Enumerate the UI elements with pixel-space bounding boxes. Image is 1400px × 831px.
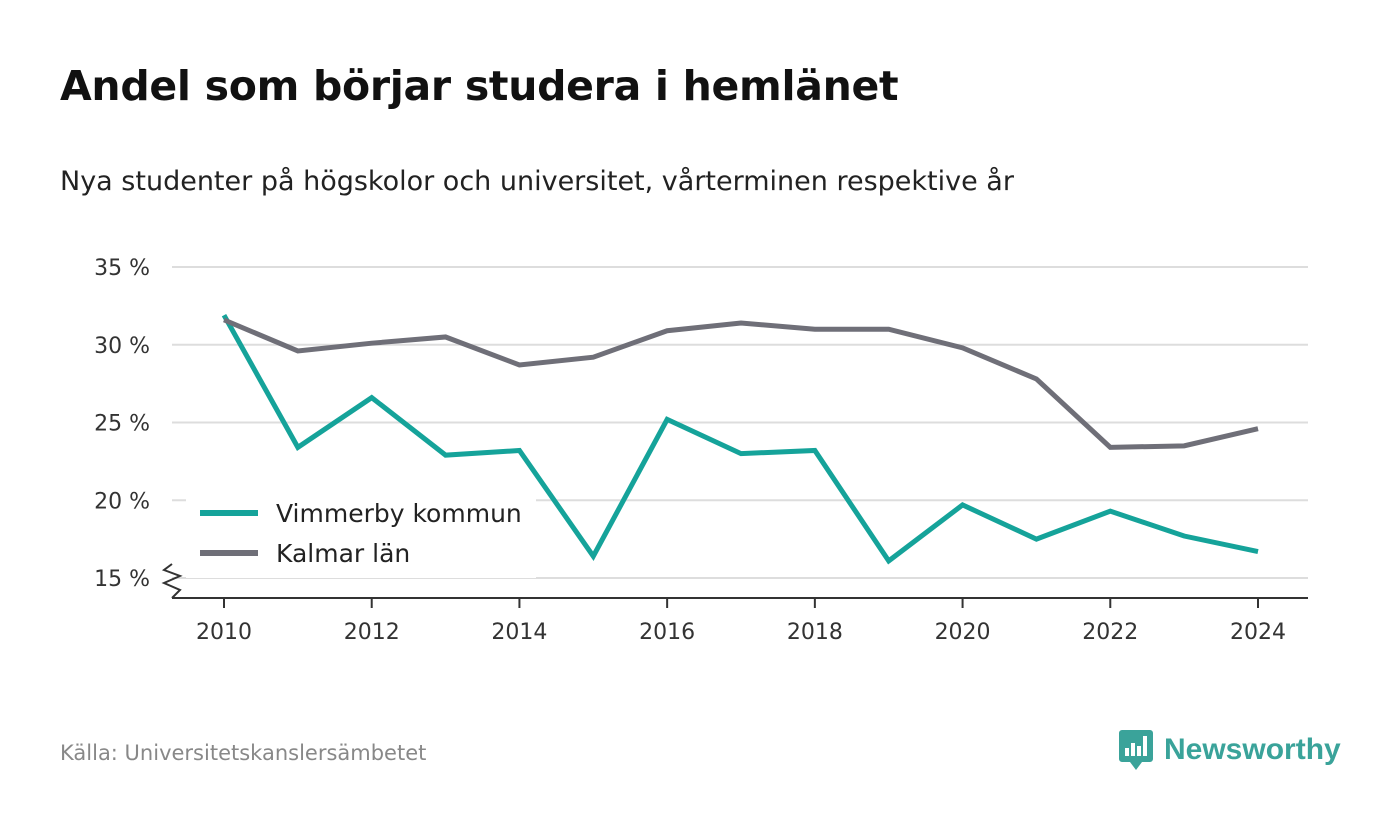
y-tick-label: 30 % bbox=[94, 334, 150, 359]
y-tick-label: 35 % bbox=[94, 256, 150, 281]
x-tick-label: 2018 bbox=[787, 620, 843, 645]
brand-name: Newsworthy bbox=[1164, 733, 1341, 766]
x-tick-label: 2024 bbox=[1230, 620, 1286, 645]
series-line-vimmerby bbox=[221, 313, 1259, 565]
x-tick-label: 2010 bbox=[196, 620, 252, 645]
legend-label: Vimmerby kommun bbox=[276, 499, 522, 528]
source-note: Källa: Universitetskanslersämbetet bbox=[60, 741, 427, 765]
brand-logo: Newsworthy bbox=[1118, 728, 1341, 772]
chart-subtitle: Nya studenter på högskolor och universit… bbox=[60, 166, 1014, 197]
legend-background bbox=[186, 486, 536, 578]
x-tick-label: 2022 bbox=[1082, 620, 1138, 645]
series-line-kalmar bbox=[223, 317, 1259, 450]
x-tick-label: 2012 bbox=[344, 620, 400, 645]
x-tick-label: 2014 bbox=[491, 620, 547, 645]
legend-label: Kalmar län bbox=[276, 539, 410, 568]
y-tick-label: 20 % bbox=[94, 489, 150, 514]
chart-title: Andel som börjar studera i hemlänet bbox=[60, 62, 899, 110]
axes: 15 % 20 % 25 % 30 % 35 % 2010 2012 2014 2016 2018… bbox=[94, 256, 1308, 645]
y-tick-label: 25 % bbox=[94, 412, 150, 437]
newsworthy-logo-icon bbox=[1119, 730, 1153, 770]
legend: Vimmerby kommun Kalmar län bbox=[186, 486, 536, 578]
x-tick-label: 2016 bbox=[639, 620, 695, 645]
y-tick-label: 15 % bbox=[94, 567, 150, 592]
y-axis-break-icon bbox=[161, 563, 183, 599]
x-tick-label: 2020 bbox=[935, 620, 991, 645]
series-lines bbox=[221, 313, 1259, 565]
